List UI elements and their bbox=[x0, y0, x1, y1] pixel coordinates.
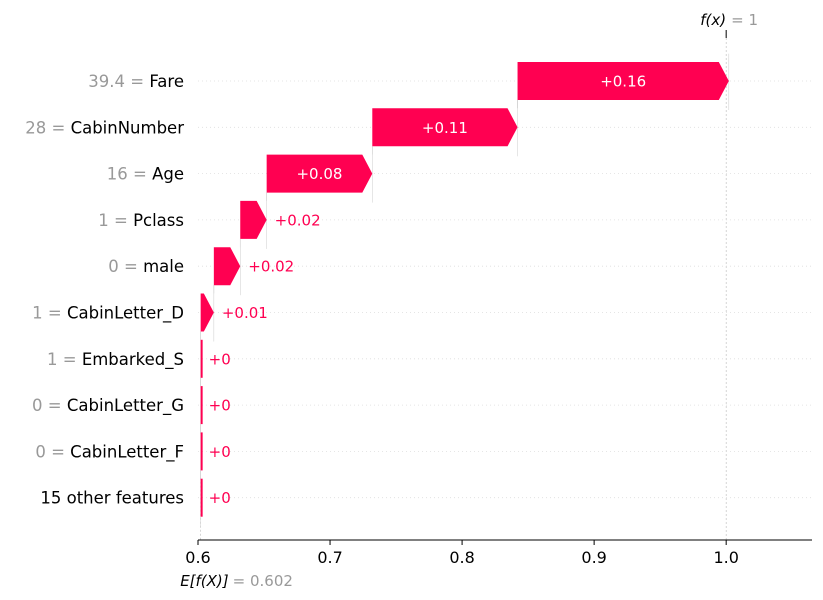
labels-layer: 39.4 = Fare +0.16 28 = CabinNumber +0.11 16 … bbox=[25, 72, 646, 508]
feature-bar bbox=[200, 293, 214, 332]
feature-name: CabinLetter_F bbox=[70, 442, 184, 462]
contribution-label: +0.02 bbox=[275, 211, 321, 229]
feature-value: 1 = bbox=[32, 304, 67, 323]
feature-bar bbox=[200, 386, 203, 425]
y-tick-label: 15 other features bbox=[40, 489, 184, 508]
contribution-label: +0.02 bbox=[248, 258, 294, 276]
feature-value: 0 = bbox=[108, 257, 143, 276]
contribution-label: +0.08 bbox=[296, 165, 342, 183]
contribution-label: +0 bbox=[209, 443, 231, 461]
ex-annotation: E[f(X)] = 0.602 bbox=[180, 572, 293, 590]
contribution-label: +0 bbox=[209, 397, 231, 415]
contribution-label: +0.16 bbox=[600, 73, 646, 91]
y-tick-label: 0 = male bbox=[108, 257, 184, 276]
feature-bar bbox=[372, 108, 518, 147]
y-tick-label: 16 = Age bbox=[107, 165, 184, 184]
contribution-label: +0 bbox=[209, 350, 231, 368]
x-tick-label: 0.7 bbox=[317, 548, 342, 567]
feature-name: CabinLetter_D bbox=[67, 304, 184, 324]
feature-bar bbox=[200, 478, 203, 517]
feature-bar bbox=[240, 200, 267, 239]
feature-value: 1 = bbox=[47, 350, 82, 369]
feature-name: CabinLetter_G bbox=[67, 396, 184, 416]
feature-name: 15 other features bbox=[40, 489, 184, 508]
fx-annotation: f(x) = 1 bbox=[700, 11, 758, 29]
feature-bar bbox=[266, 154, 373, 193]
feature-name: male bbox=[143, 257, 184, 276]
feature-name: Age bbox=[152, 165, 184, 184]
feature-value: 28 = bbox=[25, 118, 70, 137]
feature-bar bbox=[200, 339, 203, 378]
y-tick-label: 0 = CabinLetter_G bbox=[32, 396, 184, 416]
feature-value: 39.4 = bbox=[88, 72, 149, 91]
y-tick-label: 39.4 = Fare bbox=[88, 72, 184, 91]
feature-bar bbox=[200, 432, 203, 471]
fx-value: = 1 bbox=[731, 11, 758, 29]
y-tick-label: 1 = Embarked_S bbox=[47, 350, 184, 370]
feature-name: CabinNumber bbox=[71, 118, 185, 137]
feature-bar bbox=[517, 62, 729, 100]
x-tick-label: 0.8 bbox=[449, 548, 474, 567]
contribution-label: +0.11 bbox=[422, 119, 468, 137]
contribution-label: +0.01 bbox=[222, 304, 268, 322]
feature-name: Embarked_S bbox=[82, 350, 184, 370]
x-tick-label: 0.9 bbox=[581, 548, 606, 567]
feature-value: 16 = bbox=[107, 165, 152, 184]
x-tick-label: 0.6 bbox=[185, 548, 210, 567]
contribution-label: +0 bbox=[209, 489, 231, 507]
fx-label: f(x) bbox=[700, 11, 726, 29]
feature-value: 1 = bbox=[98, 211, 133, 230]
bars-layer bbox=[200, 62, 729, 517]
y-tick-label: 1 = CabinLetter_D bbox=[32, 304, 184, 324]
grid-layer bbox=[198, 34, 812, 540]
feature-name: Fare bbox=[149, 72, 184, 91]
y-tick-label: 1 = Pclass bbox=[98, 211, 184, 230]
ex-value: = 0.602 bbox=[233, 572, 293, 590]
x-axis: 0.6 0.7 0.8 0.9 1.0 bbox=[185, 30, 812, 567]
y-tick-label: 28 = CabinNumber bbox=[25, 118, 184, 137]
ex-label: E[f(X)] bbox=[180, 572, 229, 590]
feature-name: Pclass bbox=[133, 211, 184, 230]
feature-value: 0 = bbox=[32, 396, 67, 415]
y-tick-label: 0 = CabinLetter_F bbox=[35, 442, 184, 462]
feature-value: 0 = bbox=[35, 442, 70, 461]
x-tick-label: 1.0 bbox=[713, 548, 738, 567]
feature-bar bbox=[213, 247, 241, 286]
